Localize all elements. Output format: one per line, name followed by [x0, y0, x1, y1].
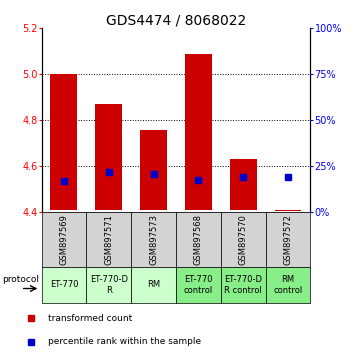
- FancyBboxPatch shape: [221, 267, 266, 303]
- Text: ET-770-D
R: ET-770-D R: [90, 275, 128, 295]
- Text: ET-770: ET-770: [50, 280, 78, 290]
- Text: GSM897573: GSM897573: [149, 214, 158, 266]
- Text: percentile rank within the sample: percentile rank within the sample: [48, 337, 201, 346]
- FancyBboxPatch shape: [176, 267, 221, 303]
- Title: GDS4474 / 8068022: GDS4474 / 8068022: [106, 13, 246, 27]
- Bar: [185, 54, 212, 210]
- Text: protocol: protocol: [2, 275, 39, 284]
- Text: GSM897569: GSM897569: [60, 215, 69, 265]
- FancyBboxPatch shape: [131, 267, 176, 303]
- Text: GSM897568: GSM897568: [194, 214, 203, 266]
- FancyBboxPatch shape: [266, 267, 310, 303]
- FancyBboxPatch shape: [131, 212, 176, 267]
- FancyBboxPatch shape: [42, 267, 86, 303]
- FancyBboxPatch shape: [42, 212, 86, 267]
- Text: ET-770-D
R control: ET-770-D R control: [224, 275, 262, 295]
- Text: RM: RM: [147, 280, 160, 290]
- Text: RM
control: RM control: [273, 275, 303, 295]
- Bar: [95, 104, 122, 210]
- FancyBboxPatch shape: [176, 212, 221, 267]
- Text: ET-770
control: ET-770 control: [184, 275, 213, 295]
- FancyBboxPatch shape: [86, 212, 131, 267]
- Bar: [275, 210, 301, 211]
- FancyBboxPatch shape: [86, 267, 131, 303]
- FancyBboxPatch shape: [221, 212, 266, 267]
- FancyBboxPatch shape: [266, 212, 310, 267]
- Text: transformed count: transformed count: [48, 314, 132, 323]
- Bar: [140, 130, 167, 210]
- Text: GSM897570: GSM897570: [239, 215, 248, 265]
- Bar: [230, 160, 257, 210]
- Text: GSM897571: GSM897571: [104, 215, 113, 265]
- Bar: [51, 74, 77, 210]
- Text: GSM897572: GSM897572: [283, 215, 292, 265]
